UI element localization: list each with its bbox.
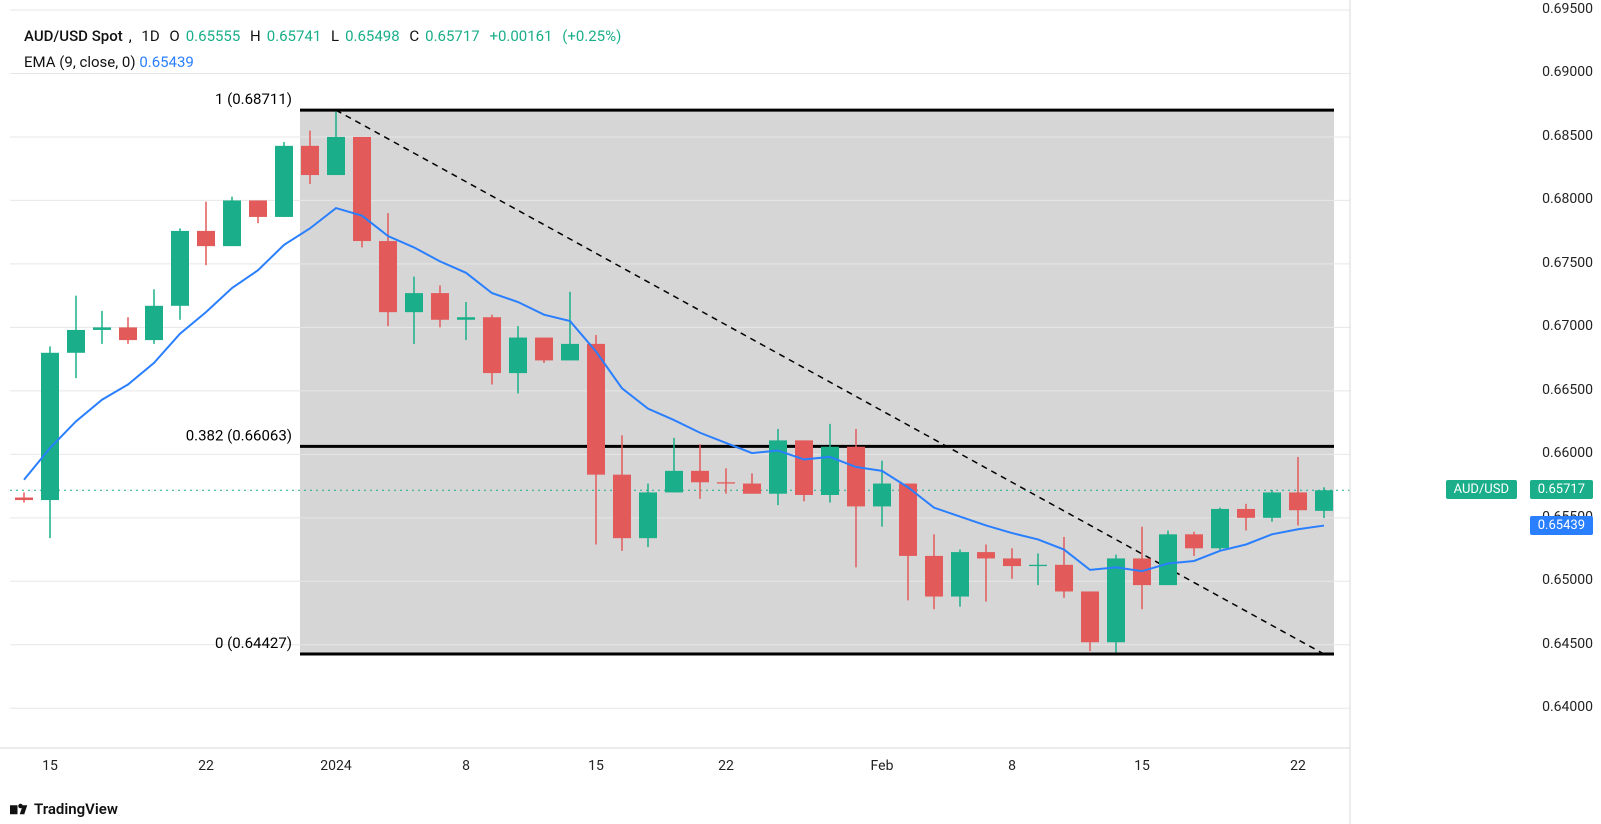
candle-body	[353, 137, 371, 241]
x-tick: 15	[42, 758, 58, 774]
y-tick: 0.67500	[1542, 255, 1593, 271]
y-tick: 0.65000	[1542, 572, 1593, 588]
legend-ema-label: EMA (9, close, 0)	[24, 53, 136, 71]
candle-body	[145, 306, 163, 340]
x-tick: 22	[1290, 758, 1306, 774]
legend-open: 0.65555	[186, 27, 241, 45]
legend-change-pct: (+0.25%)	[562, 27, 621, 45]
legend: AUD/USD Spot, 1D O0.65555 H0.65741 L0.65…	[24, 24, 627, 75]
y-tick: 0.64500	[1542, 636, 1593, 652]
ema-price-tag: 0.65439	[1530, 516, 1593, 535]
candle-body	[171, 231, 189, 306]
candle-body	[483, 317, 501, 373]
legend-ohlc: AUD/USD Spot, 1D O0.65555 H0.65741 L0.65…	[24, 24, 627, 50]
candle-body	[327, 137, 345, 175]
candle-body	[1081, 591, 1099, 642]
y-tick: 0.69000	[1542, 64, 1593, 80]
candle-body	[795, 440, 813, 495]
y-tick: 0.64000	[1542, 699, 1593, 715]
candle-body	[899, 484, 917, 556]
candle-body	[15, 498, 33, 501]
candle-body	[1185, 534, 1203, 548]
candle-body	[743, 484, 761, 494]
candle-body	[951, 552, 969, 596]
candle-body	[1289, 492, 1307, 510]
tradingview-branding: TradingView	[10, 800, 118, 818]
x-tick: 22	[198, 758, 214, 774]
candle-body	[1055, 565, 1073, 592]
candle-body	[1159, 534, 1177, 585]
x-tick: 22	[718, 758, 734, 774]
candle-body	[405, 293, 423, 312]
candle-body	[457, 317, 475, 320]
candle-body	[275, 146, 293, 217]
legend-close: 0.65717	[425, 27, 480, 45]
candle-body	[1237, 509, 1255, 518]
candle-body	[821, 447, 839, 495]
candle-body	[119, 327, 137, 340]
candle-body	[665, 471, 683, 493]
y-tick: 0.68500	[1542, 128, 1593, 144]
candle-body	[561, 344, 579, 361]
candle-body	[223, 200, 241, 246]
y-tick: 0.66000	[1542, 445, 1593, 461]
x-tick: 15	[1134, 758, 1150, 774]
x-tick: 2024	[320, 758, 351, 774]
candle-body	[249, 200, 267, 217]
y-tick: 0.69500	[1542, 1, 1593, 17]
candle-body	[197, 231, 215, 246]
fib-label: 0.382 (0.66063)	[186, 426, 292, 444]
chart-container: 1 (0.68711) 0.382 (0.66063) 0 (0.64427) AU…	[0, 0, 1601, 824]
branding-text: TradingView	[34, 800, 118, 818]
legend-high: 0.65741	[267, 27, 322, 45]
y-tick: 0.66500	[1542, 382, 1593, 398]
legend-timeframe: 1D	[141, 27, 159, 45]
candle-body	[41, 353, 59, 500]
candle-body	[1263, 492, 1281, 517]
candle-body	[691, 471, 709, 482]
candle-body	[769, 440, 787, 493]
legend-low: 0.65498	[345, 27, 400, 45]
legend-change: +0.00161	[489, 27, 552, 45]
candle-body	[93, 327, 111, 330]
candle-body	[301, 146, 319, 175]
candle-body	[1107, 558, 1125, 642]
y-tick: 0.68000	[1542, 191, 1593, 207]
legend-symbol: AUD/USD Spot	[24, 27, 123, 45]
legend-ema: EMA (9, close, 0) 0.65439	[24, 50, 627, 76]
candle-body	[587, 344, 605, 475]
candle-body	[847, 447, 865, 507]
pair-tag: AUD/USD	[1446, 480, 1517, 499]
x-tick: 8	[462, 758, 470, 774]
candle-body	[379, 241, 397, 312]
fib-label: 0 (0.64427)	[215, 634, 292, 652]
x-tick: Feb	[871, 758, 894, 774]
candle-body	[1211, 509, 1229, 548]
last-price-tag: 0.65717	[1530, 480, 1593, 499]
candle-body	[1003, 558, 1021, 566]
y-tick: 0.67000	[1542, 318, 1593, 334]
candle-body	[977, 552, 995, 558]
candle-body	[613, 475, 631, 538]
candle-body	[535, 338, 553, 361]
fib-label: 1 (0.68711)	[215, 90, 292, 108]
candle-body	[873, 484, 891, 507]
candle-body	[925, 556, 943, 597]
candle-body	[431, 293, 449, 320]
tradingview-logo-icon	[10, 802, 28, 816]
candle-body	[1315, 490, 1333, 511]
x-tick: 15	[588, 758, 604, 774]
candle-body	[717, 482, 735, 483]
candle-body	[509, 338, 527, 374]
candle-body	[1029, 565, 1047, 566]
candle-body	[639, 492, 657, 538]
y-axis[interactable]: 0.69500 0.69000 0.68500 0.68000 0.67500 0.670…	[1511, 0, 1601, 824]
chart-svg[interactable]: 1 (0.68711) 0.382 (0.66063) 0 (0.64427)	[0, 0, 1601, 824]
candle-body	[67, 330, 85, 353]
x-tick: 8	[1008, 758, 1016, 774]
legend-ema-value: 0.65439	[139, 53, 194, 71]
